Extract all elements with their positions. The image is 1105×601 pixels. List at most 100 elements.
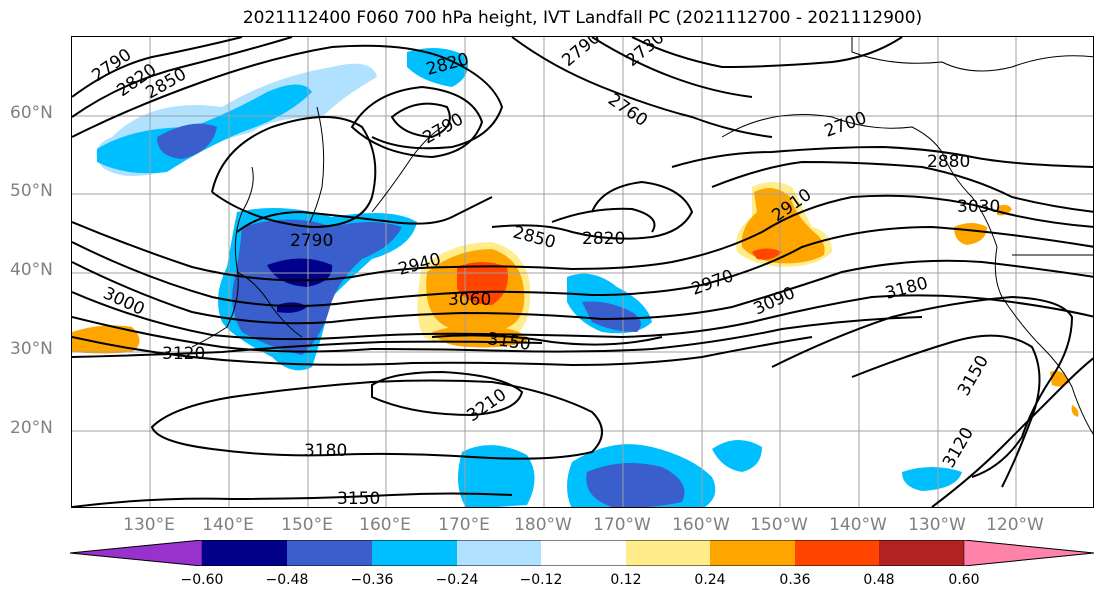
lat-label-40n: 40°N: [10, 260, 53, 280]
contour-2850-mid: [491, 180, 694, 240]
lon-label-170w: 170°W: [593, 515, 651, 535]
contour-label: 2820: [582, 229, 625, 249]
contour-3150-south: [72, 492, 513, 507]
colorbar-swatch: [879, 540, 964, 566]
colorbar-tick: 0.12: [610, 572, 642, 588]
coast-arctic: [851, 37, 1093, 72]
contour-2790-nw: [72, 37, 243, 98]
lon-label-170e: 170°E: [438, 515, 490, 535]
colorbar-tick: 0.48: [863, 572, 895, 588]
coast-alaska: [721, 114, 998, 248]
contour-label: 3120: [162, 344, 205, 364]
coastlines: [191, 37, 1093, 435]
map-canvas: 2790 2820 2850 2820 2790 2760 2790 2730 …: [72, 37, 1093, 508]
coast-westcoast: [994, 246, 1093, 435]
coast-kurils: [371, 126, 443, 213]
lon-label-130w: 130°W: [908, 515, 966, 535]
contour-2820-mid: [551, 207, 656, 233]
contour-2850-nw: [72, 44, 504, 150]
coast-japan: [236, 271, 303, 338]
contour-3090: [72, 336, 813, 367]
contour-low-center: [390, 102, 451, 139]
contour-label: 2970: [689, 266, 736, 300]
contour-2880: [671, 145, 1093, 168]
contour-label: 3060: [448, 290, 491, 310]
contour-2790-jp: [236, 196, 493, 233]
contour-3060: [72, 316, 923, 353]
shade-blue-japan: [232, 219, 402, 355]
contour-label: 3030: [957, 197, 1000, 217]
lat-label-20n: 20°N: [10, 418, 53, 438]
contour-2970: [72, 225, 1093, 307]
colorbar-tick: −0.48: [265, 572, 309, 588]
contour-2730: [591, 37, 753, 98]
contour-3120-east: [931, 357, 1093, 507]
colorbar: [70, 540, 1095, 566]
contour-3180-south: [150, 379, 603, 460]
colorbar-tick: −0.24: [435, 572, 479, 588]
colorbar-tick: 0.36: [779, 572, 811, 588]
colorbar-swatch: [795, 540, 879, 566]
contour-label: 3180: [883, 273, 930, 304]
lon-label-140w: 140°W: [829, 515, 887, 535]
coast-kamchatka: [191, 166, 254, 348]
lat-label-30n: 30°N: [10, 339, 53, 359]
contour-label: 2700: [822, 108, 869, 142]
colorbar-swatch: [70, 540, 203, 566]
contour-2700: [631, 37, 903, 69]
colorbar-swatch: [541, 540, 626, 566]
lon-label-140e: 140°E: [202, 515, 254, 535]
colorbar-swatch: [457, 540, 541, 566]
colorbar-tick: 0.60: [948, 572, 980, 588]
lon-label-120w: 120°W: [986, 515, 1044, 535]
map-title: 2021112400 F060 700 hPa height, IVT Land…: [242, 8, 923, 28]
contour-label: 3000: [100, 283, 148, 319]
contour-label: 2880: [927, 152, 970, 172]
contour-2790-loop: [350, 85, 484, 159]
colorbar-swatch: [626, 540, 710, 566]
contour-2760: [511, 37, 773, 138]
contour-label: 3180: [304, 441, 347, 461]
contour-2940: [72, 194, 1093, 282]
contour-3150-north: [431, 334, 663, 346]
height-contours: [72, 37, 1093, 507]
contour-2820-nw: [72, 37, 293, 118]
lon-label-150w: 150°W: [750, 515, 808, 535]
lon-label-180w: 180°W: [514, 515, 572, 535]
colorbar-swatch: [963, 540, 1095, 566]
coast-sakhalin: [309, 106, 325, 223]
lon-label-130e: 130°E: [123, 515, 175, 535]
shade-orange-baja-2: [1071, 405, 1079, 417]
shade-blue-midpacific: [582, 301, 641, 332]
shade-orange-baja: [1050, 370, 1070, 387]
map-panel: 2790 2820 2850 2820 2790 2760 2790 2730 …: [71, 36, 1094, 508]
lon-label-160e: 160°E: [359, 515, 411, 535]
shade-red-east: [752, 248, 782, 260]
shade-light-blue-okhotsk: [407, 48, 468, 87]
colorbar-tick: −0.60: [180, 572, 224, 588]
lon-label-160w: 160°W: [672, 515, 730, 535]
colorbar-swatch: [710, 540, 795, 566]
contour-label: 3150: [337, 489, 380, 508]
contour-ring-1: [211, 116, 377, 229]
contour-3210-loop: [371, 370, 524, 417]
contour-2910: [711, 160, 1093, 213]
shade-blue-south: [586, 463, 685, 507]
contour-label: 3090: [751, 283, 799, 319]
shade-light-blue-hawaii: [458, 445, 535, 507]
shade-orange-east: [741, 188, 825, 264]
contour-3030: [72, 291, 1093, 341]
shade-light-blue-patch-1: [712, 439, 762, 472]
contour-label: 3150: [954, 352, 993, 399]
colorbar-tick: 0.24: [694, 572, 726, 588]
lat-label-50n: 50°N: [10, 181, 53, 201]
colorbar-tick: −0.12: [519, 572, 563, 588]
lat-label-60n: 60°N: [10, 103, 53, 123]
contour-3000: [72, 259, 1093, 325]
contour-3150-east: [851, 334, 1041, 488]
contour-label: 2790: [290, 231, 333, 251]
contour-label: 2790: [420, 109, 467, 148]
contour-3120: [72, 340, 543, 358]
colorbar-swatch: [287, 540, 372, 566]
graticule: [72, 37, 1093, 507]
